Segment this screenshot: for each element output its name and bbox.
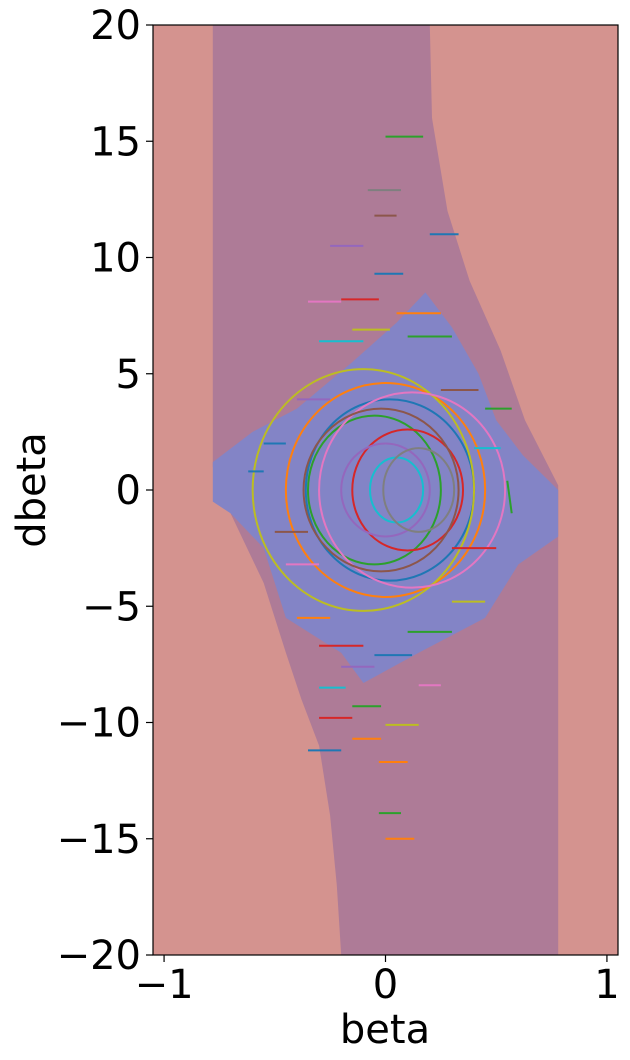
y-axis-label: dbeta [9, 432, 55, 548]
y-tick-label: −15 [57, 817, 141, 863]
y-tick-label: 5 [116, 352, 141, 398]
y-tick-label: −10 [57, 701, 141, 747]
y-axis: −20 −15 −10 −5 0 5 10 15 20 [57, 3, 153, 979]
x-axis-label: beta [340, 1007, 430, 1053]
x-tick-label: 0 [373, 962, 398, 1008]
trajectory-orbit [302, 407, 460, 573]
trajectory-orbit [251, 368, 476, 612]
x-tick-label: −1 [135, 962, 194, 1008]
trajectory-orbit [340, 442, 431, 538]
trajectory-orbit [351, 428, 464, 552]
y-tick-label: −5 [82, 584, 141, 630]
x-axis: −1 0 1 [135, 955, 620, 1008]
y-tick-label: 0 [116, 468, 141, 514]
x-tick-label: 1 [594, 962, 619, 1008]
trajectory-orbit [307, 414, 442, 566]
y-tick-label: 15 [90, 119, 141, 165]
trajectory-group [248, 135, 513, 840]
trajectory-orbit [284, 382, 487, 598]
y-tick-label: 20 [90, 3, 141, 49]
trajectory-orbit [382, 447, 456, 533]
y-tick-label: −20 [57, 933, 141, 979]
y-tick-label: 10 [90, 236, 141, 282]
trajectory-orbit [318, 391, 507, 589]
trajectory-segment [506, 480, 513, 514]
